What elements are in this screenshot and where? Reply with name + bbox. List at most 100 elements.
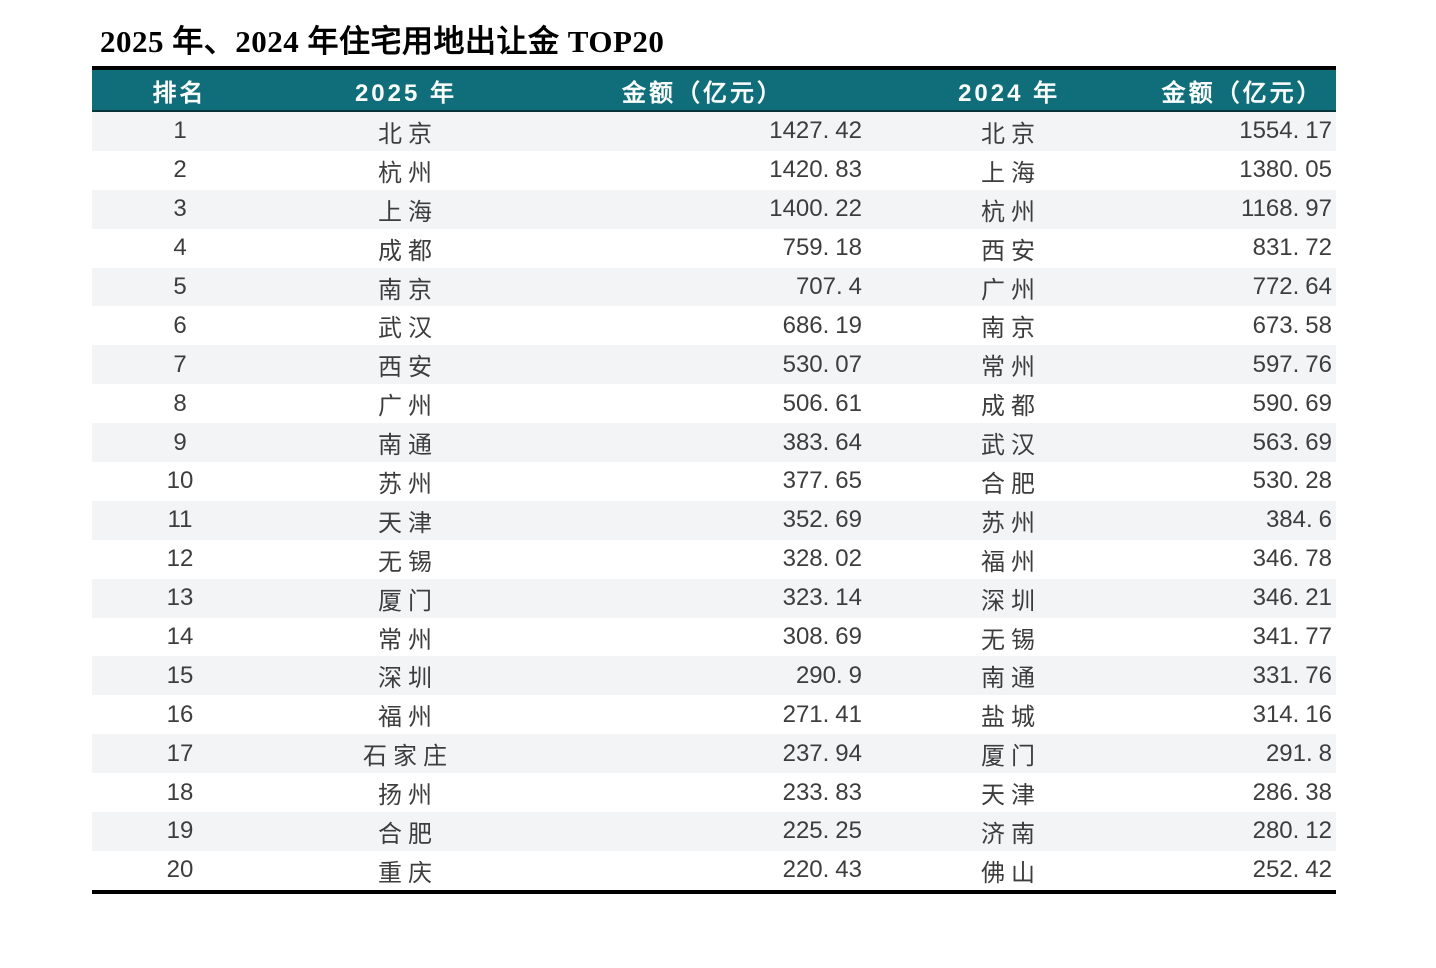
cell-amount-2025: 686. 19	[782, 311, 862, 339]
cell-amount-2024: 673. 58	[1252, 311, 1332, 339]
table-row: 20 重庆 220. 43 佛山 252. 42	[92, 850, 1336, 890]
cell-amount-2025: 383. 64	[782, 428, 862, 456]
cell-city-2024: 上海	[981, 159, 1041, 187]
cell-rank: 7	[173, 350, 187, 378]
cell-rank: 2	[173, 156, 187, 184]
cell-rank: 11	[167, 506, 193, 534]
cell-city-2024: 深圳	[981, 587, 1041, 615]
cell-city-2024: 无锡	[981, 626, 1041, 654]
cell-city-2024: 常州	[981, 354, 1041, 382]
table-row: 13 厦门 323. 14 深圳 346. 21	[92, 578, 1336, 618]
header-cell-amount-2024: 金额（亿元）	[1161, 79, 1324, 107]
cell-city-2025: 深圳	[378, 665, 438, 693]
cell-city-2025: 西安	[378, 354, 438, 382]
cell-rank: 16	[166, 700, 194, 728]
cell-city-2025: 武汉	[378, 315, 438, 343]
cell-amount-2024: 530. 28	[1252, 467, 1332, 495]
cell-city-2025: 重庆	[378, 859, 438, 887]
cell-amount-2025: 237. 94	[782, 739, 862, 767]
cell-amount-2024: 286. 38	[1252, 778, 1332, 806]
cell-amount-2024: 563. 69	[1252, 428, 1332, 456]
cell-city-2025: 广州	[378, 393, 438, 421]
cell-rank: 9	[173, 428, 187, 456]
cell-amount-2025: 1420. 83	[769, 156, 862, 184]
cell-rank: 19	[166, 817, 194, 845]
cell-city-2024: 盐城	[981, 704, 1041, 732]
table-row: 10 苏州 377. 65 合肥 530. 28	[92, 462, 1336, 501]
cell-amount-2025: 377. 65	[782, 467, 862, 495]
table-row: 2 杭州 1420. 83 上海 1380. 05	[92, 150, 1336, 190]
table-row: 6 武汉 686. 19 南京 673. 58	[92, 306, 1336, 346]
cell-city-2024: 苏州	[981, 509, 1041, 537]
table-row: 19 合肥 225. 25 济南 280. 12	[92, 812, 1336, 851]
cell-amount-2024: 341. 77	[1252, 623, 1332, 651]
table-row: 4 成都 759. 18 西安 831. 72	[92, 228, 1336, 268]
cell-amount-2025: 506. 61	[782, 389, 862, 417]
cell-city-2025: 天津	[378, 509, 438, 537]
table-row: 12 无锡 328. 02 福州 346. 78	[92, 539, 1336, 579]
cell-city-2025: 石家庄	[363, 743, 453, 771]
cell-city-2024: 天津	[981, 782, 1041, 810]
cell-amount-2024: 280. 12	[1252, 817, 1332, 845]
cell-amount-2024: 291. 8	[1265, 739, 1332, 767]
cell-amount-2024: 772. 64	[1252, 273, 1332, 300]
cell-city-2025: 合肥	[378, 820, 438, 848]
table-row: 18 扬州 233. 83 天津 286. 38	[92, 773, 1336, 813]
cell-city-2024: 成都	[981, 393, 1041, 421]
cell-city-2024: 南通	[981, 665, 1041, 693]
cell-amount-2025: 233. 83	[782, 778, 862, 806]
table-row: 17 石家庄 237. 94 厦门 291. 8	[92, 734, 1336, 774]
cell-city-2024: 武汉	[981, 432, 1041, 460]
cell-amount-2024: 346. 78	[1252, 545, 1332, 573]
table-row: 3 上海 1400. 22 杭州 1168. 97	[92, 189, 1336, 229]
cell-rank: 8	[173, 389, 187, 417]
cell-amount-2025: 225. 25	[782, 817, 862, 845]
cell-rank: 14	[166, 623, 194, 651]
table-row: 9 南通 383. 64 武汉 563. 69	[92, 423, 1336, 463]
cell-city-2024: 合肥	[981, 470, 1041, 498]
cell-amount-2024: 346. 21	[1252, 584, 1332, 612]
table-row: 5 南京 707. 4 广州 772. 64	[92, 267, 1336, 307]
cell-city-2025: 常州	[378, 626, 438, 654]
cell-rank: 10	[166, 467, 194, 495]
cell-amount-2025: 328. 02	[782, 545, 862, 573]
cell-amount-2024: 1168. 97	[1241, 195, 1332, 223]
cell-city-2024: 济南	[981, 820, 1041, 848]
cell-amount-2025: 220. 43	[782, 856, 862, 884]
cell-city-2025: 成都	[378, 237, 438, 265]
cell-rank: 3	[173, 195, 187, 223]
cell-city-2025: 厦门	[378, 587, 438, 615]
cell-amount-2024: 331. 76	[1252, 661, 1332, 689]
cell-rank: 6	[173, 311, 187, 339]
cell-amount-2025: 707. 4	[795, 273, 862, 300]
cell-city-2024: 杭州	[981, 198, 1041, 226]
cell-city-2025: 上海	[378, 198, 438, 226]
cell-amount-2025: 271. 41	[782, 700, 862, 728]
cell-amount-2024: 1554. 17	[1239, 117, 1332, 145]
cell-rank: 15	[166, 661, 194, 689]
cell-rank: 18	[166, 778, 194, 806]
cell-rank: 20	[166, 856, 194, 884]
cell-amount-2024: 384. 6	[1265, 506, 1332, 534]
cell-amount-2024: 597. 76	[1252, 350, 1332, 378]
cell-amount-2025: 530. 07	[782, 350, 862, 378]
cell-amount-2025: 352. 69	[782, 506, 862, 534]
cell-amount-2025: 308. 69	[782, 623, 862, 651]
cell-city-2025: 无锡	[378, 548, 438, 576]
cell-city-2024: 佛山	[981, 859, 1041, 887]
page-title: 2025 年、2024 年住宅用地出让金 TOP20	[100, 24, 665, 59]
cell-city-2025: 福州	[378, 704, 438, 732]
cell-city-2024: 广州	[981, 276, 1041, 304]
cell-amount-2025: 759. 18	[782, 234, 862, 262]
header-cell-rank: 排名	[152, 79, 207, 107]
table-row: 16 福州 271. 41 盐城 314. 16	[92, 695, 1336, 735]
ranking-table: 排名 2025 年 金额（亿元） 2024 年 金额（亿元） 1 北京 1427…	[92, 66, 1336, 894]
cell-city-2025: 南京	[378, 276, 438, 304]
table-row: 11 天津 352. 69 苏州 384. 6	[92, 500, 1336, 540]
table-row: 15 深圳 290. 9 南通 331. 76	[92, 656, 1336, 696]
cell-amount-2024: 831. 72	[1252, 234, 1332, 262]
cell-rank: 4	[173, 234, 187, 262]
header-cell-city-2025: 2025 年	[354, 79, 457, 107]
table-row: 1 北京 1427. 42 北京 1554. 17	[92, 112, 1336, 151]
